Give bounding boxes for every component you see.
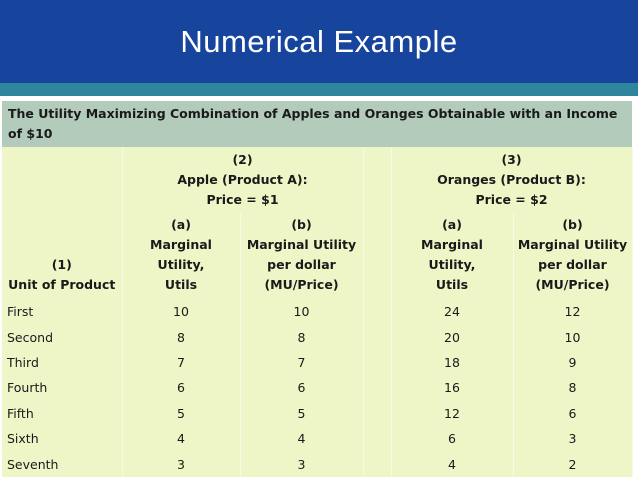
spacer-cell [363, 425, 392, 452]
apple-mu-cell: 5 [122, 400, 241, 426]
apple-mup-header: (b) Marginal Utility per dollar (MU/Price) [240, 213, 364, 299]
apple-mu-cell: 7 [122, 349, 241, 376]
utility-table: The Utility Maximizing Combination of Ap… [2, 101, 633, 477]
accent-stripe [0, 83, 638, 96]
apple-group-header: (2) Apple (Product A): Price = $1 [122, 147, 364, 213]
orange-mu-cell: 4 [391, 451, 514, 477]
orange-mu-cell: 20 [391, 324, 514, 350]
orange-mu-cell: 24 [391, 299, 514, 325]
orange-mup-cell: 6 [513, 400, 633, 426]
orange-mu-cell: 18 [391, 349, 514, 376]
orange-group-header: (3) Oranges (Product B): Price = $2 [391, 147, 633, 213]
table-row: Fourth 6 6 16 8 [2, 375, 633, 401]
spacer-cell [363, 349, 392, 376]
unit-cell: Sixth [2, 425, 123, 452]
orange-mup-cell: 12 [513, 299, 633, 325]
table-row: Fifth 5 5 12 6 [2, 400, 633, 426]
apple-mup-cell: 8 [240, 324, 364, 350]
orange-mu-cell: 6 [391, 425, 514, 452]
slide-title: Numerical Example [0, 0, 638, 83]
table-row: Seventh 3 3 4 2 [2, 451, 633, 477]
table-row: Second 8 8 20 10 [2, 324, 633, 350]
orange-mu-cell: 12 [391, 400, 514, 426]
table-row: Third 7 7 18 9 [2, 349, 633, 376]
apple-mup-cell: 7 [240, 349, 364, 376]
apple-mu-header: (a) Marginal Utility, Utils [122, 213, 241, 299]
unit-cell: Third [2, 349, 123, 376]
apple-mu-cell: 10 [122, 299, 241, 325]
orange-mup-cell: 8 [513, 375, 633, 401]
apple-mu-cell: 4 [122, 425, 241, 452]
unit-cell: First [2, 299, 123, 325]
orange-mup-cell: 3 [513, 425, 633, 452]
orange-mup-cell: 10 [513, 324, 633, 350]
unit-cell: Second [2, 324, 123, 350]
apple-mup-cell: 6 [240, 375, 364, 401]
spacer-cell [363, 299, 392, 325]
apple-mu-cell: 8 [122, 324, 241, 350]
orange-mu-header: (a) Marginal Utility, Utils [391, 213, 514, 299]
spacer-cell [363, 375, 392, 401]
apple-mu-cell: 6 [122, 375, 241, 401]
unit-cell: Fourth [2, 375, 123, 401]
unit-cell: Seventh [2, 451, 123, 477]
unit-cell: Fifth [2, 400, 123, 426]
table-row: First 10 10 24 12 [2, 299, 633, 325]
spacer-cell [363, 451, 392, 477]
orange-mup-cell: 2 [513, 451, 633, 477]
unit-header: (1) Unit of Product [2, 147, 123, 299]
apple-mup-cell: 5 [240, 400, 364, 426]
table-row: Sixth 4 4 6 3 [2, 425, 633, 452]
spacer-cell [363, 400, 392, 426]
apple-mup-cell: 4 [240, 425, 364, 452]
apple-mup-cell: 3 [240, 451, 364, 477]
spacer-cell [363, 324, 392, 350]
apple-mu-cell: 3 [122, 451, 241, 477]
orange-mup-header: (b) Marginal Utility per dollar (MU/Price) [513, 213, 633, 299]
apple-mup-cell: 10 [240, 299, 364, 325]
orange-mu-cell: 16 [391, 375, 514, 401]
table-caption: The Utility Maximizing Combination of Ap… [2, 101, 632, 147]
orange-mup-cell: 9 [513, 349, 633, 376]
